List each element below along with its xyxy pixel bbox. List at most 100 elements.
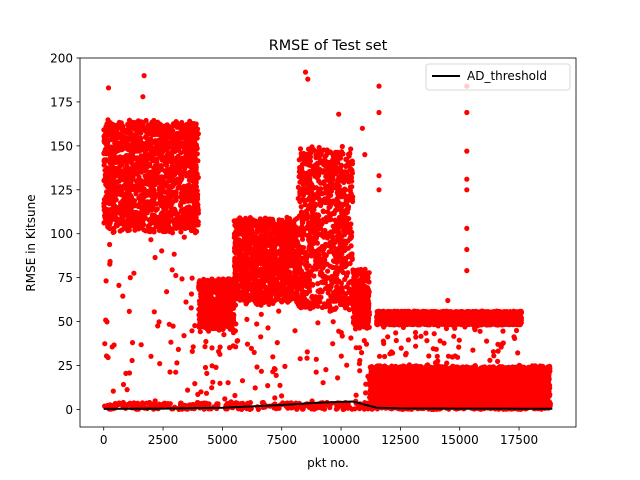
scatter-point bbox=[277, 226, 283, 232]
scatter-point bbox=[254, 364, 260, 370]
scatter-point bbox=[330, 319, 336, 325]
scatter-point bbox=[173, 145, 179, 151]
scatter-point bbox=[290, 243, 296, 249]
scatter-point bbox=[166, 178, 172, 184]
scatter-point bbox=[185, 185, 191, 192]
scatter-point bbox=[127, 275, 133, 281]
scatter-point bbox=[292, 328, 298, 334]
scatter-point bbox=[304, 289, 310, 295]
scatter-point bbox=[232, 271, 238, 277]
scatter-point bbox=[279, 299, 285, 305]
scatter-point bbox=[348, 243, 354, 249]
scatter-point bbox=[258, 368, 264, 374]
scatter-point bbox=[312, 193, 318, 199]
scatter-point bbox=[137, 166, 143, 172]
scatter-point bbox=[197, 307, 203, 313]
scatter-point bbox=[218, 324, 224, 331]
scatter-point bbox=[210, 379, 216, 385]
scatter-point bbox=[209, 385, 215, 391]
scatter-point bbox=[276, 217, 282, 223]
scatter-point bbox=[231, 234, 238, 240]
scatter-point bbox=[165, 145, 171, 151]
scatter-point bbox=[245, 400, 251, 406]
scatter-point bbox=[126, 122, 132, 129]
scatter-point bbox=[347, 404, 353, 411]
scatter-point bbox=[170, 163, 176, 170]
scatter-point bbox=[105, 173, 111, 179]
scatter-point bbox=[152, 145, 158, 151]
scatter-point bbox=[143, 228, 149, 234]
scatter-point bbox=[304, 349, 310, 355]
scatter-point bbox=[155, 323, 161, 329]
scatter-point bbox=[333, 202, 339, 208]
scatter-point bbox=[139, 402, 145, 408]
scatter-point bbox=[114, 140, 120, 146]
scatter-point bbox=[117, 186, 123, 192]
scatter-point bbox=[169, 267, 175, 273]
scatter-point bbox=[145, 140, 152, 146]
scatter-point bbox=[219, 306, 225, 312]
scatter-point bbox=[334, 297, 340, 303]
scatter-point bbox=[178, 225, 184, 231]
scatter-point bbox=[265, 254, 271, 260]
scatter-point bbox=[188, 291, 195, 297]
scatter-point bbox=[303, 282, 309, 288]
scatter-point bbox=[296, 213, 302, 219]
scatter-point bbox=[142, 134, 149, 140]
scatter-point bbox=[109, 161, 115, 167]
scatter-point bbox=[174, 163, 180, 169]
scatter-point bbox=[341, 241, 347, 247]
scatter-point bbox=[177, 202, 184, 209]
scatter-point bbox=[182, 213, 188, 219]
scatter-point bbox=[157, 177, 163, 183]
scatter-point bbox=[265, 325, 271, 331]
scatter-point bbox=[185, 224, 191, 230]
scatter-point bbox=[223, 281, 229, 287]
scatter-point bbox=[313, 356, 319, 362]
scatter-point bbox=[138, 192, 144, 198]
scatter-point bbox=[135, 219, 141, 226]
scatter-point bbox=[160, 200, 166, 206]
scatter-point bbox=[157, 361, 163, 367]
scatter-point bbox=[338, 353, 344, 359]
scatter-point bbox=[313, 227, 320, 233]
scatter-point bbox=[192, 166, 198, 172]
scatter-point bbox=[184, 128, 190, 134]
scatter-point bbox=[270, 369, 276, 375]
scatter-point bbox=[285, 405, 291, 411]
scatter-point bbox=[326, 204, 332, 211]
scatter-point bbox=[158, 140, 164, 146]
scatter-point bbox=[187, 146, 193, 152]
scatter-point bbox=[106, 198, 112, 204]
scatter-point bbox=[348, 335, 354, 341]
scatter-point bbox=[105, 354, 111, 361]
scatter-point bbox=[175, 153, 181, 159]
scatter-point bbox=[149, 185, 155, 191]
scatter-point bbox=[158, 211, 164, 217]
scatter-point bbox=[301, 185, 307, 191]
scatter-point bbox=[118, 162, 125, 168]
scatter-point bbox=[148, 353, 154, 359]
scatter-point bbox=[297, 260, 303, 266]
scatter-point bbox=[192, 192, 198, 198]
scatter-point bbox=[236, 264, 242, 270]
scatter-point bbox=[210, 324, 216, 330]
scatter-point bbox=[336, 258, 342, 264]
scatter-point bbox=[339, 143, 345, 150]
scatter-point bbox=[282, 363, 288, 369]
scatter-point bbox=[320, 208, 326, 214]
scatter-point bbox=[270, 253, 276, 259]
scatter-point bbox=[334, 196, 340, 202]
scatter-point bbox=[327, 213, 333, 219]
scatter-point bbox=[274, 280, 280, 286]
scatter-point bbox=[188, 171, 194, 177]
scatter-point bbox=[253, 242, 260, 248]
scatter-point bbox=[318, 148, 324, 154]
scatter-point bbox=[285, 299, 291, 305]
scatter-point bbox=[234, 277, 240, 283]
scatter-point bbox=[285, 273, 291, 280]
scatter-point bbox=[316, 187, 322, 193]
scatter-point bbox=[194, 210, 200, 216]
plot-area bbox=[80, 58, 576, 427]
